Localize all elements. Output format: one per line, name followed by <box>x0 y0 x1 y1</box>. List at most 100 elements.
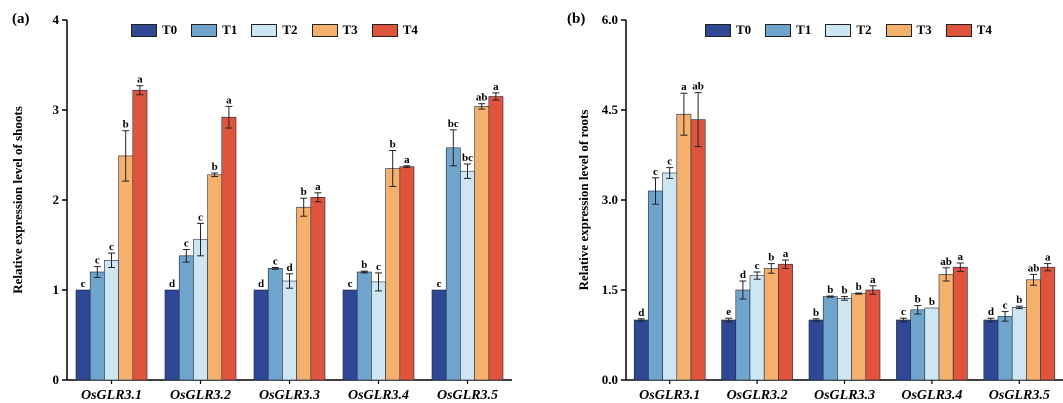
bar-t1-osglr3-3 <box>822 296 838 381</box>
bar-t1-osglr3-4 <box>356 271 372 381</box>
legend-swatch-t2 <box>825 23 852 37</box>
significance-letter: b <box>123 119 129 131</box>
bar-t2-osglr3-5 <box>460 170 475 381</box>
y-tick-label: 2 <box>53 192 60 207</box>
bar-t0-osglr3-3 <box>253 289 269 381</box>
bar-t3-osglr3-4 <box>385 168 401 381</box>
significance-letter: d <box>988 306 994 318</box>
bar-t3-osglr3-5 <box>1026 279 1041 381</box>
bar-t4-osglr3-3 <box>310 197 326 381</box>
y-tick-label: 3.0 <box>602 192 618 207</box>
significance-letter: b <box>841 285 847 297</box>
legend-label: T4 <box>976 22 992 37</box>
significance-letter: d <box>638 307 644 319</box>
bar-t4-osglr3-2 <box>778 263 793 381</box>
bar-t0-osglr3-2 <box>721 319 737 381</box>
significance-letter: c <box>653 166 658 178</box>
significance-letter: ab <box>692 81 704 93</box>
bar-t0-osglr3-4 <box>896 319 911 381</box>
significance-letter: d <box>258 278 264 290</box>
significance-letter: a <box>493 81 499 93</box>
significance-letter: c <box>755 260 760 272</box>
x-tick-label: OsGLR3.4 <box>348 388 409 403</box>
significance-letter: a <box>315 181 321 193</box>
x-tick-label: OsGLR3.2 <box>170 388 231 403</box>
chart-panel-roots: (b) T0 T1 T2 T3 T4 0.0 1.5 3.0 4.5 6.0 Relati… <box>530 0 1063 403</box>
bar-t4-osglr3-4 <box>952 266 968 381</box>
bar-t3-osglr3-2 <box>207 174 223 381</box>
significance-letter: bc <box>462 152 473 164</box>
legend: T0 T1 T2 T3 T4 <box>705 22 1006 38</box>
y-axis-label: Relative expression level of shoots <box>10 106 25 294</box>
bar-t0-osglr3-1 <box>633 319 649 381</box>
legend-swatch-t4 <box>945 23 972 37</box>
y-tick-label: 4 <box>53 12 60 27</box>
bar-t3-osglr3-3 <box>296 206 312 381</box>
significance-letter: a <box>404 154 410 166</box>
panel-label: (a) <box>12 11 30 27</box>
significance-letter: a <box>137 74 143 86</box>
significance-letter: d <box>286 262 292 274</box>
bar-t2-osglr3-1 <box>662 172 678 381</box>
chart-svg-roots: 0.0 1.5 3.0 4.5 6.0 Relative expression level… <box>576 12 1063 403</box>
x-tick-label: OsGLR3.4 <box>901 388 962 403</box>
significance-letter: c <box>901 306 906 318</box>
bar-t1-osglr3-1 <box>648 190 663 381</box>
legend-swatch-t2 <box>251 23 278 37</box>
x-tick-label: OsGLR3.5 <box>437 388 498 403</box>
bar-t1-osglr3-3 <box>267 268 283 381</box>
significance-letter: c <box>667 156 672 168</box>
y-tick-label: 4.5 <box>602 102 619 117</box>
bar-t3-osglr3-3 <box>851 293 867 381</box>
legend-swatch-t0 <box>131 23 157 37</box>
y-tick-label: 0.0 <box>602 372 618 387</box>
legend-swatch-t1 <box>765 23 792 37</box>
significance-letter: a <box>226 94 232 106</box>
significance-letter: c <box>109 241 114 253</box>
legend-label: T4 <box>402 22 418 37</box>
significance-letter: ab <box>1028 262 1040 274</box>
bar-t0-osglr3-1 <box>75 289 91 381</box>
bar-t1-osglr3-5 <box>445 147 461 381</box>
bar-t1-osglr3-5 <box>997 316 1013 381</box>
significance-letter: ab <box>476 92 488 104</box>
significance-letter: b <box>212 161 218 173</box>
bar-t2-osglr3-2 <box>749 275 765 381</box>
legend-swatch-t0 <box>705 23 731 37</box>
bar-t1-osglr3-4 <box>910 309 926 381</box>
bar-t4-osglr3-3 <box>865 289 881 381</box>
legend-label: T1 <box>222 22 238 37</box>
bar-t2-osglr3-4 <box>924 307 940 381</box>
bar-t0-osglr3-4 <box>342 289 358 381</box>
legend-item-t1: T1 <box>191 22 237 38</box>
legend-item-t2: T2 <box>251 22 298 38</box>
significance-letter: c <box>376 261 381 273</box>
significance-letter: a <box>783 248 789 260</box>
y-tick-label: 0 <box>53 372 60 387</box>
x-tick-label: OsGLR3.3 <box>259 388 320 403</box>
bar-t0-osglr3-5 <box>983 319 999 381</box>
bar-t4-osglr3-5 <box>488 96 504 381</box>
significance-letter: b <box>301 186 307 198</box>
significance-letter: d <box>169 278 175 290</box>
bar-t2-osglr3-3 <box>282 280 297 381</box>
significance-letter: d <box>740 269 746 281</box>
legend-label: T3 <box>916 22 932 37</box>
legend-label: T3 <box>342 22 358 37</box>
significance-letter: c <box>81 278 86 290</box>
bar-t3-osglr3-1 <box>676 113 692 381</box>
legend-label: T2 <box>856 22 872 37</box>
legend-swatch-t3 <box>885 23 912 37</box>
significance-letter: b <box>827 284 833 296</box>
bar-t0-osglr3-5 <box>431 289 447 381</box>
significance-letter: c <box>95 255 100 267</box>
significance-letter: b <box>361 259 367 271</box>
significance-letter: c <box>273 256 278 268</box>
legend-label: T2 <box>282 22 298 37</box>
legend-label: T0 <box>162 22 178 37</box>
legend-label: T0 <box>736 22 752 37</box>
y-axis-label: Relative expression level of roots <box>576 110 591 291</box>
legend-item-t3: T3 <box>885 22 932 38</box>
bar-t2-osglr3-3 <box>837 298 852 381</box>
significance-letter: b <box>856 281 862 293</box>
